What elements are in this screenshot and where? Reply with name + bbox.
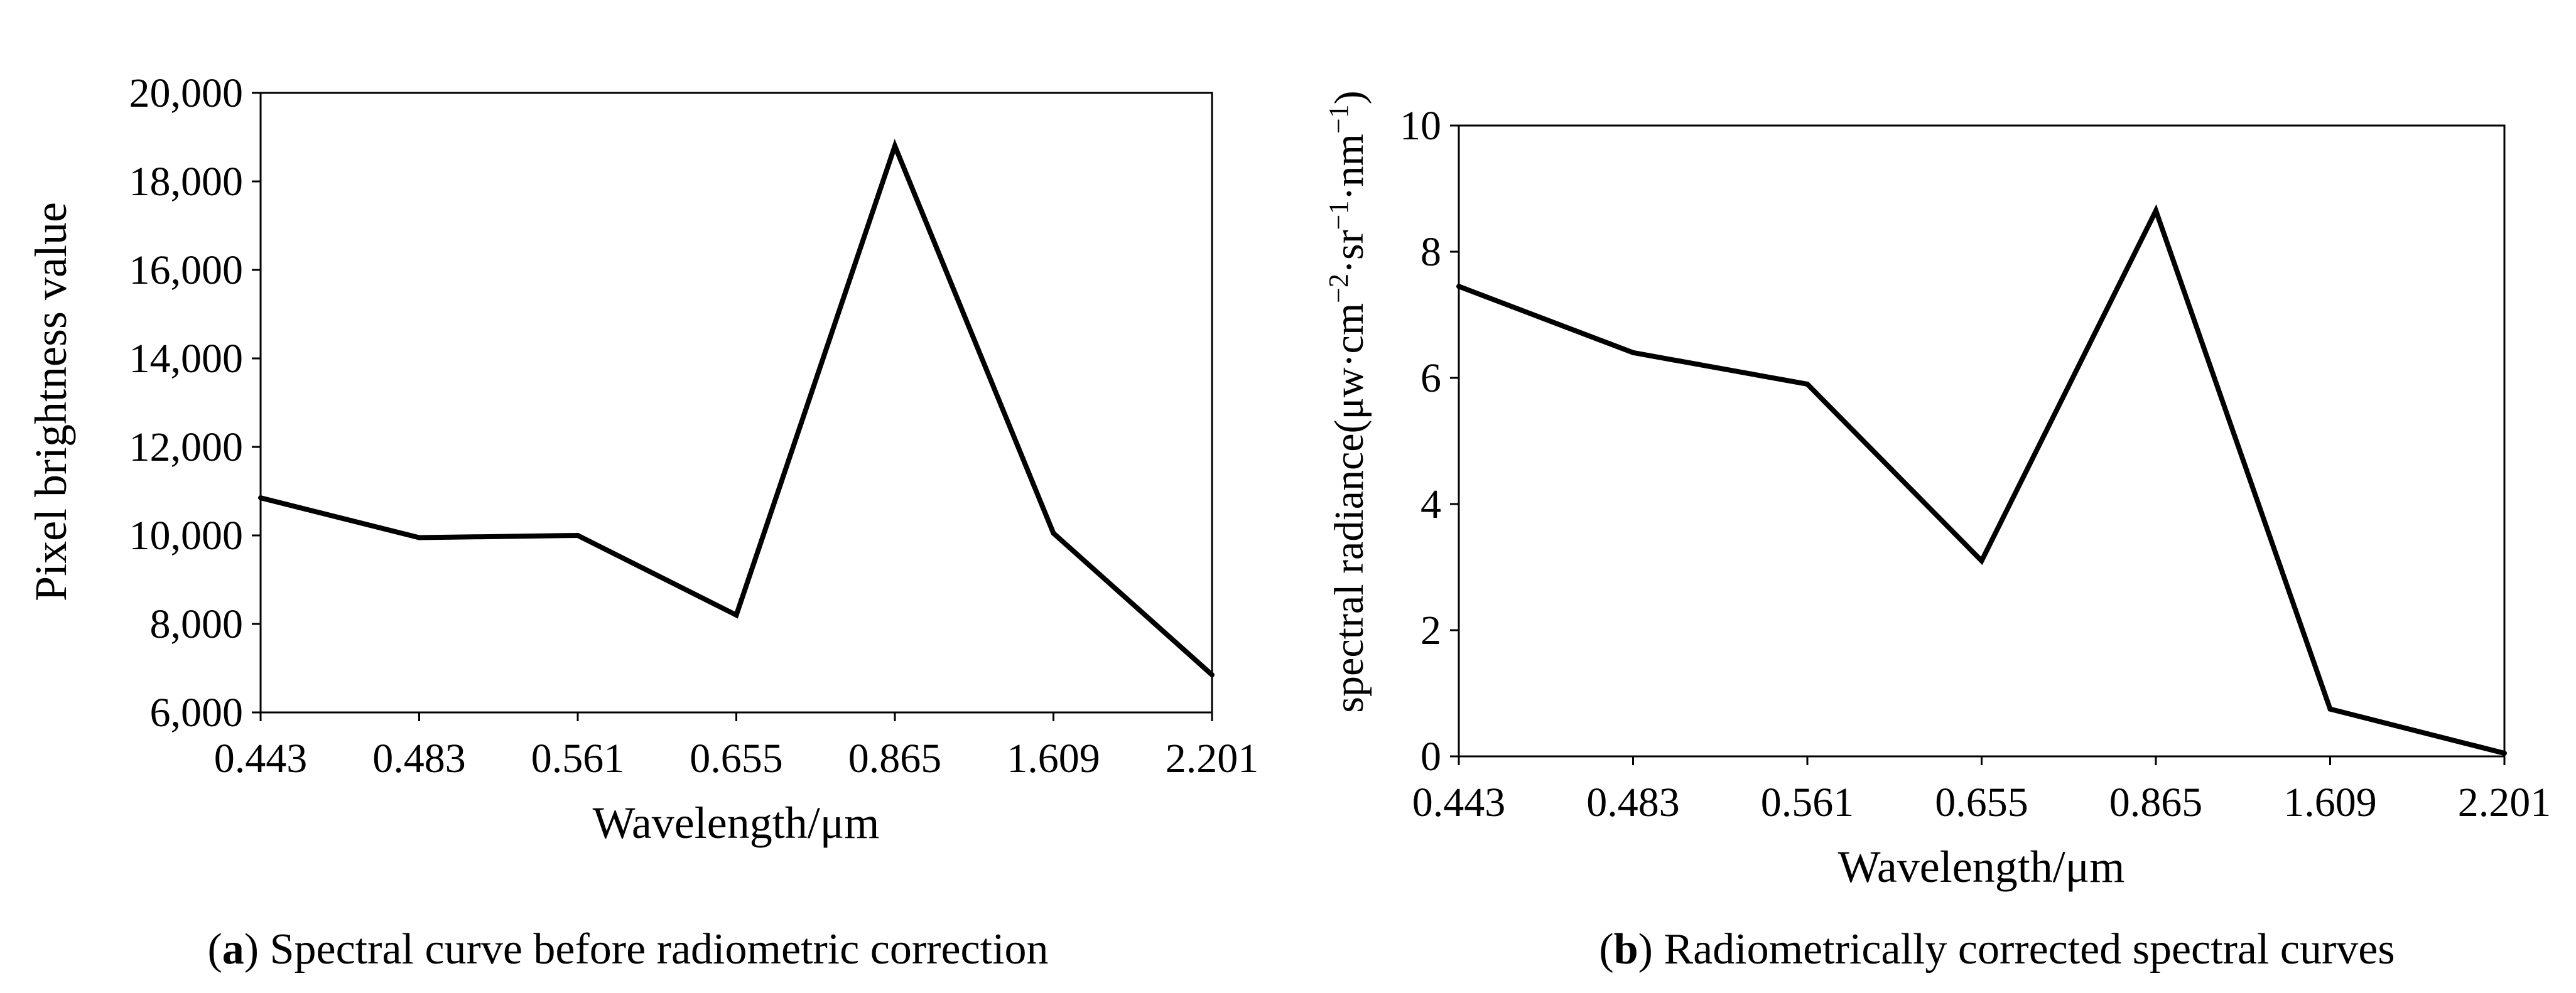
chart-a-point [416,535,422,540]
chart-b-x-tick-label: 2.201 [2458,780,2552,825]
chart-a-series-line [260,139,1214,677]
chart-a-x-tick-label: 0.865 [848,736,942,781]
chart-a-y-tick-label: 14,000 [129,336,244,382]
chart-a-x-tick-label: 0.655 [690,736,783,781]
chart-b-ylabel-base: spectral radiance(μw·cm [1326,303,1372,713]
chart-b-y-ticks: 0 2 4 6 8 10 [1400,103,1459,780]
chart-b-caption-label: b [1614,925,1638,974]
chart-b-x-tick-label: 0.561 [1761,780,1854,825]
chart-a-y-ticks: 6,000 8,000 10,000 12,000 14,000 16,000 18,000… [129,70,261,736]
chart-a-y-tick-label: 8,000 [150,601,244,647]
chart-a-y-tick-label: 16,000 [129,247,244,293]
chart-b-series-line [1458,204,2505,756]
chart-a-points [258,143,1215,678]
chart-a-caption-label: a [222,925,244,974]
chart-a-caption: (a) Spectral curve before radiometric co… [207,925,1048,974]
chart-a-y-tick-label: 20,000 [129,70,244,116]
chart-b-y-tick-label: 4 [1421,481,1441,527]
chart-b-ylabel-exp1: −2 [1323,274,1354,303]
chart-a-plot-area [259,92,1213,714]
chart-b-y-axis-label: spectral radiance(μw·cm−2·sr−1·nm−1) [1323,90,1373,712]
chart-b: 0 2 4 6 8 10 0.443 0.483 0.561 0.655 0.865 1.609 2.… [1323,90,2552,974]
chart-a-y-tick-label: 12,000 [129,424,244,470]
chart-b-ylabel-exp3: −1 [1323,104,1354,134]
chart-b-ylabel-end: ) [1326,90,1372,104]
chart-b-x-tick-label: 0.865 [2109,780,2203,825]
chart-a-point [575,533,580,538]
chart-a-y-tick-label: 6,000 [150,690,244,736]
chart-b-point [2502,750,2507,756]
chart-b-x-axis-label: Wavelength/μm [1838,842,2125,892]
chart-a-x-tick-label: 0.443 [214,736,308,781]
chart-a-y-tick-label: 18,000 [129,159,244,205]
chart-b-point [1456,284,1461,289]
chart-a-y-tick-label: 10,000 [129,513,244,559]
chart-a-x-tick-label: 0.483 [372,736,466,781]
chart-a-x-ticks: 0.443 0.483 0.561 0.655 0.865 1.609 2.201 [214,712,1259,781]
chart-a-point [1210,672,1215,678]
chart-b-plot-area [1458,124,2506,758]
chart-a-x-tick-label: 1.609 [1007,736,1100,781]
chart-a-point [733,612,739,618]
chart-b-points [1456,208,2507,756]
chart-b-y-tick-label: 8 [1421,229,1441,275]
chart-b-point [1630,350,1636,355]
chart-a-point [892,143,897,149]
chart-b-caption: (b) Radiometrically corrected spectral c… [1599,925,2395,974]
chart-b-y-tick-label: 2 [1421,608,1441,653]
chart-a-x-tick-label: 0.561 [531,736,625,781]
chart-b-caption-text: Radiometrically corrected spectral curve… [1653,925,2395,974]
chart-b-y-tick-label: 6 [1421,355,1441,401]
chart-a-x-axis-label: Wavelength/μm [593,798,880,848]
chart-b-point [1805,382,1810,387]
chart-b-ylabel-mid1: ·sr [1326,230,1372,274]
chart-a-caption-text: Spectral curve before radiometric correc… [259,925,1048,974]
chart-b-y-tick-label: 10 [1400,103,1441,149]
chart-a-x-tick-label: 2.201 [1166,736,1259,781]
chart-b-x-tick-label: 0.483 [1586,780,1680,825]
chart-b-ylabel-exp2: −1 [1323,200,1354,230]
chart-b-point [1979,558,1984,564]
chart-a: 6,000 8,000 10,000 12,000 14,000 16,000 18,000… [26,70,1258,974]
chart-b-x-tick-label: 1.609 [2283,780,2377,825]
chart-b-point [2327,706,2333,712]
chart-b-x-ticks: 0.443 0.483 0.561 0.655 0.865 1.609 2.201 [1412,756,2552,825]
chart-b-y-tick-label: 0 [1421,734,1441,780]
chart-b-x-tick-label: 0.655 [1935,780,2028,825]
chart-b-point [2153,208,2158,213]
chart-b-x-tick-label: 0.443 [1412,780,1506,825]
chart-a-point [1051,530,1056,536]
chart-b-ylabel-mid2: ·nm [1326,134,1372,200]
chart-a-y-axis-label: Pixel brightness value [26,202,76,601]
chart-a-point [258,495,263,501]
